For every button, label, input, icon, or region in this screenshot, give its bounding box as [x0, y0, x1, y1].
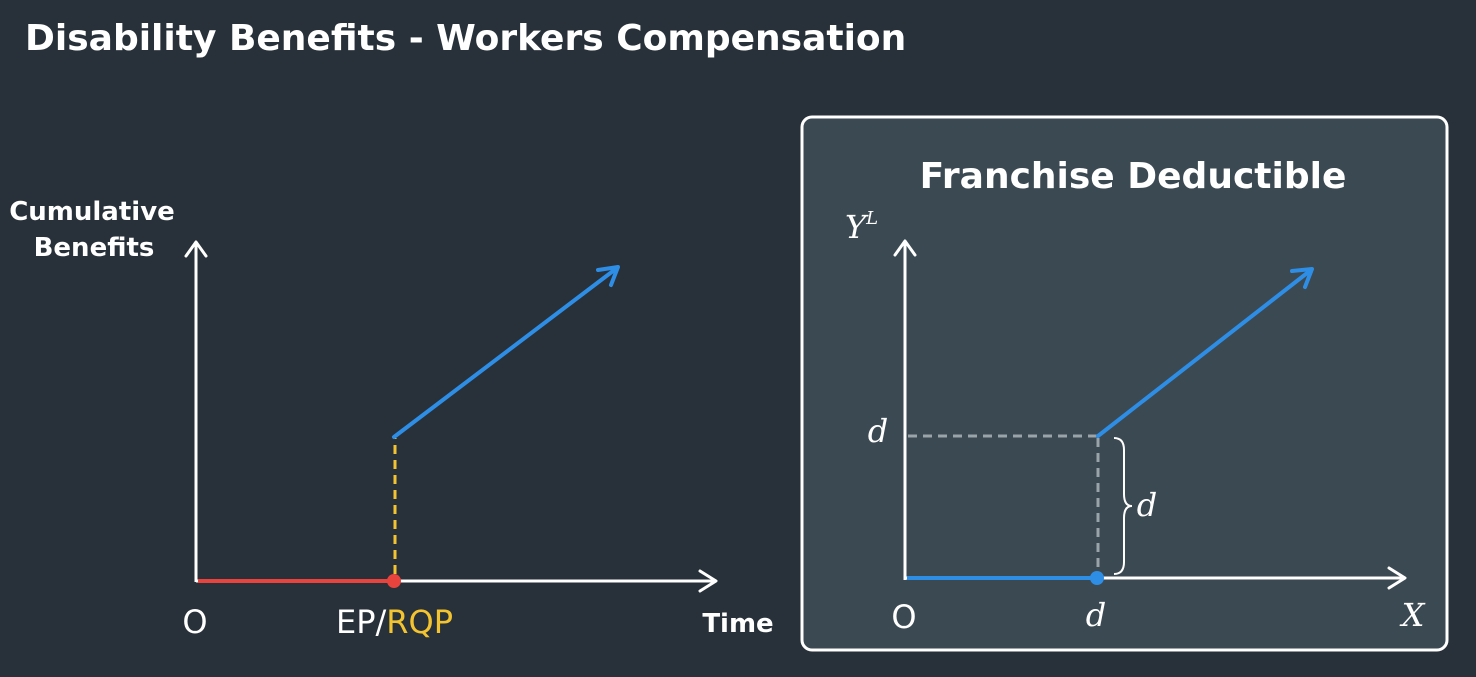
brace-icon: [1113, 437, 1133, 575]
y-letter: Y: [845, 208, 869, 246]
left-y-axis-label-line2: Benefits: [34, 233, 155, 263]
right-x-arrow-icon: [1387, 566, 1407, 590]
y-superscript: L: [865, 208, 878, 229]
right-x-axis-label: X: [1399, 596, 1426, 634]
deductible-point: [1090, 571, 1104, 585]
left-benefit-line: [392, 265, 620, 439]
panel-title: Franchise Deductible: [920, 156, 1347, 197]
right-benefit-line: [1096, 267, 1314, 438]
right-y-axis: [893, 239, 917, 580]
left-x-arrow-icon: [698, 569, 718, 593]
right-benefit-arrow-icon: [1290, 267, 1314, 289]
ep-label: EP/: [336, 603, 387, 641]
panel-frame: [800, 115, 1449, 652]
left-y-axis-label-line1: Cumulative: [9, 197, 175, 227]
right-y-arrow-icon: [893, 239, 917, 257]
benefit-arrow-icon: [596, 265, 620, 287]
ep-rqp-point: [387, 574, 401, 588]
ep-rqp-label: EP/RQP: [336, 603, 453, 641]
franchise-deductible-panel: Franchise Deductible YL d d O d X: [800, 115, 1449, 652]
x-tick-d: d: [1086, 596, 1106, 634]
right-origin-label: O: [891, 598, 916, 636]
y-tick-d: d: [868, 412, 888, 450]
left-x-axis-label: Time: [702, 609, 773, 639]
left-y-axis: [184, 240, 208, 582]
rqp-label: RQP: [386, 603, 453, 641]
left-y-arrow-icon: [184, 240, 208, 258]
page-title: Disability Benefits - Workers Compensati…: [25, 18, 906, 59]
right-y-axis-label: YL: [845, 208, 878, 246]
brace-label-d: d: [1137, 486, 1157, 524]
left-diagram: Cumulative Benefits O EP/RQP Time: [9, 197, 773, 641]
left-origin-label: O: [182, 603, 207, 641]
